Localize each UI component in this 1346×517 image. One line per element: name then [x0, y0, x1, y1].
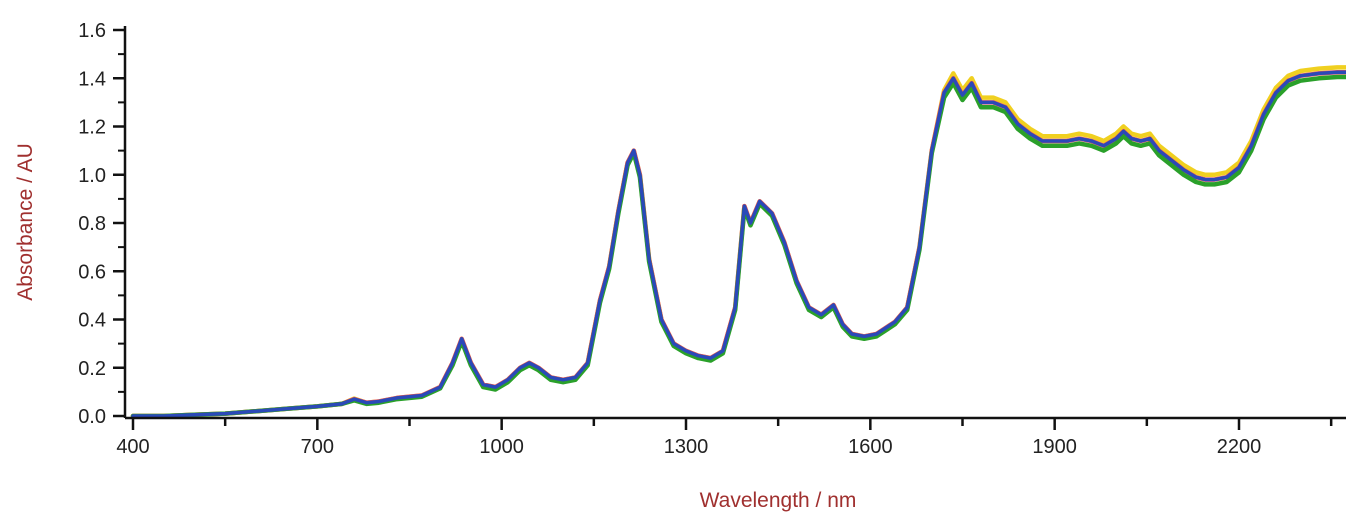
y-tick-label: 1.4	[78, 68, 106, 90]
x-tick-label: 1000	[479, 436, 524, 458]
axes-layer	[123, 26, 1346, 420]
y-tick-label: 1.2	[78, 117, 106, 139]
x-ticks: 400 700 1000 1300 1600 1900 2200	[116, 418, 1333, 458]
y-tick-label: 1.6	[78, 20, 106, 42]
y-tick-label: 0.4	[78, 310, 106, 332]
x-tick-label: 700	[301, 436, 334, 458]
y-tick-label: 0.0	[78, 406, 106, 428]
x-axis-title: Wavelength / nm	[700, 489, 857, 512]
x-tick-label: 1900	[1032, 436, 1077, 458]
series-line	[131, 70, 1346, 418]
x-tick-label: 1600	[848, 436, 893, 458]
y-tick-label: 0.6	[78, 261, 106, 283]
y-ticks: 0.0 0.2 0.4 0.6 0.8 1.0 1.2 1.4 1.6	[78, 20, 125, 428]
x-tick-label: 400	[116, 436, 149, 458]
x-tick-label: 1300	[664, 436, 709, 458]
y-tick-label: 0.8	[78, 213, 106, 235]
y-axis-title: Absorbance / AU	[14, 143, 37, 301]
y-tick-label: 0.2	[78, 358, 106, 380]
series-layer	[130, 65, 1346, 419]
x-tick-label: 2200	[1217, 436, 1262, 458]
y-tick-label: 1.0	[78, 165, 106, 187]
